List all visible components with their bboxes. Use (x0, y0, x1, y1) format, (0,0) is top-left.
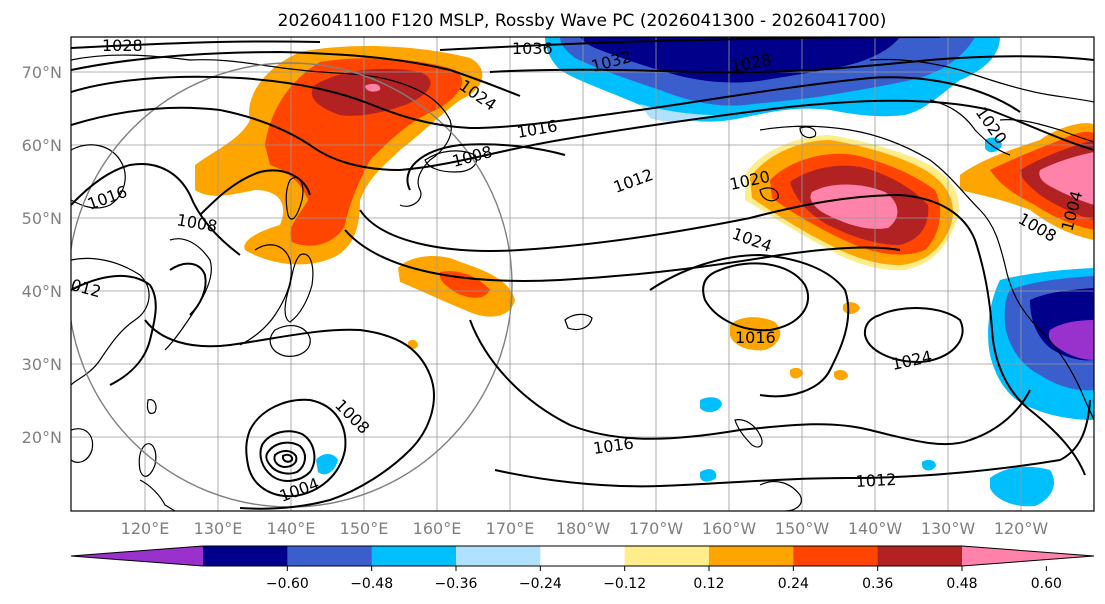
map-panel: 1028 1036 1032 1028 1024 1020 1016 1016 … (71, 36, 1094, 511)
lon-tick-label: 130°E (194, 519, 243, 538)
colorbar-bin (371, 546, 457, 566)
colorbar-bin (540, 546, 626, 566)
colorbar-tick-label: 0.24 (778, 576, 809, 592)
lon-tick-label: 170°W (629, 519, 684, 538)
colorbar-bin (793, 546, 879, 566)
lon-tick-label: 140°W (848, 519, 903, 538)
map-frame (70, 36, 1095, 512)
colorbar-tick-label: 0.48 (946, 576, 977, 592)
colorbar-bin (203, 546, 288, 566)
lon-tick-label: 120°E (121, 519, 170, 538)
isobar-label: 1012 (855, 470, 897, 491)
lat-tick-label: 60°N (22, 136, 62, 155)
colorbar-tick-label: −0.36 (435, 576, 478, 592)
graticule (71, 37, 1094, 511)
isobars (71, 37, 1094, 510)
isobar-label: 1036 (512, 39, 553, 58)
lon-tick-label: 160°E (413, 519, 462, 538)
colorbar-tick-label: −0.24 (519, 576, 562, 592)
colorbar-tick-label: 0.60 (1031, 576, 1062, 592)
colorbar-tick-label: 0.12 (693, 576, 724, 592)
colorbar-bin (287, 546, 373, 566)
colorbar-tick-label: −0.48 (350, 576, 393, 592)
lat-tick-label: 70°N (22, 63, 62, 82)
figure-title: 2026041100 F120 MSLP, Rossby Wave PC (20… (278, 11, 887, 31)
isobar-label: 1016 (735, 328, 776, 347)
colorbar-bin (456, 546, 541, 566)
colorbar-tick-label: −0.12 (603, 576, 646, 592)
colorbar-bin (624, 546, 710, 566)
colorbar-bin (877, 546, 963, 566)
colorbar-tick-label: −0.60 (266, 576, 309, 592)
isobar-label: 1028 (102, 36, 143, 55)
lat-tick-label: 40°N (22, 282, 62, 301)
lat-tick-label: 30°N (22, 355, 62, 374)
colorbar-extend-min (71, 546, 203, 566)
lon-tick-label: 160°W (702, 519, 757, 538)
lat-tick-label: 50°N (22, 209, 62, 228)
colorbar-tick-label: 0.36 (862, 576, 893, 592)
lon-tick-label: 150°W (775, 519, 830, 538)
lon-tick-label: 170°E (486, 519, 535, 538)
lon-tick-label: 130°W (921, 519, 976, 538)
lon-tick-label: 120°W (994, 519, 1049, 538)
lat-tick-label: 20°N (22, 428, 62, 447)
lon-tick-label: 140°E (267, 519, 316, 538)
colorbar-outline (70, 545, 1095, 567)
lon-tick-label: 180°W (556, 519, 611, 538)
latitude-labels: 70°N 60°N 50°N 40°N 30°N 20°N (22, 63, 62, 447)
colorbar: −0.60 −0.48 −0.36 −0.24 −0.12 0.12 0.24 0.36 0.4… (70, 545, 1095, 592)
colorbar-extend-max (962, 546, 1094, 566)
lon-tick-label: 150°E (340, 519, 389, 538)
colorbar-bin (709, 546, 794, 566)
longitude-labels: 120°E 130°E 140°E 150°E 160°E 170°E 180°… (121, 519, 1049, 538)
